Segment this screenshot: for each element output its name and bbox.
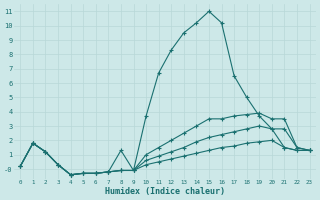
X-axis label: Humidex (Indice chaleur): Humidex (Indice chaleur) xyxy=(105,187,225,196)
